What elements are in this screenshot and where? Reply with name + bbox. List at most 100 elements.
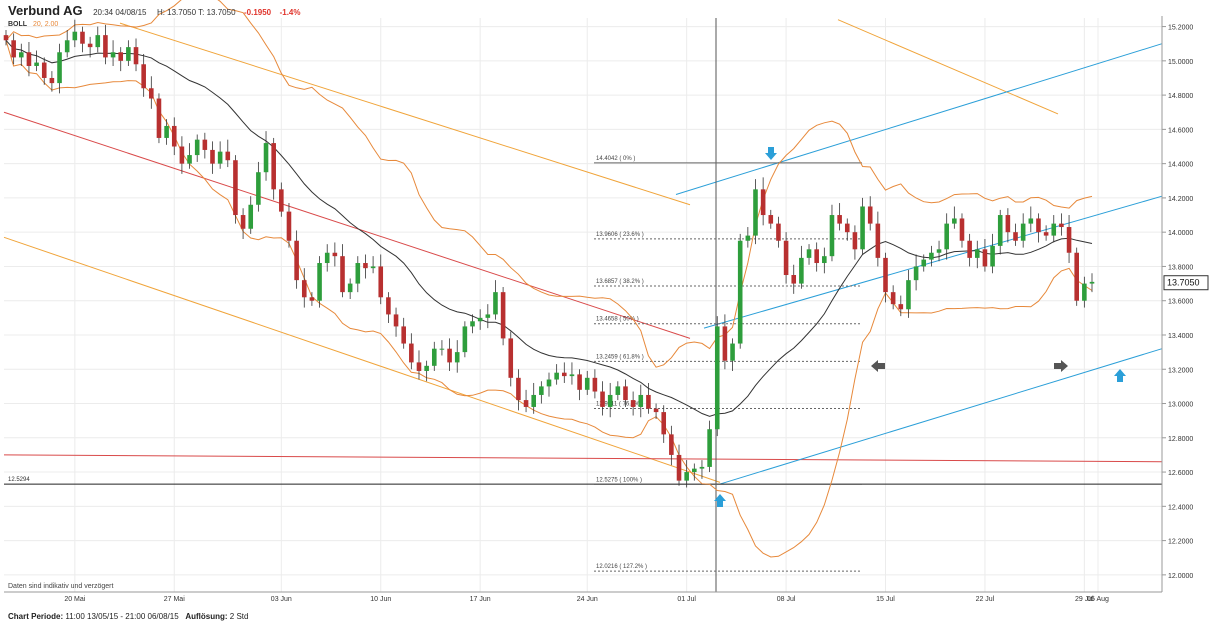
y-tick-label: 14.8000 bbox=[1168, 93, 1193, 100]
candle-body bbox=[19, 52, 24, 58]
y-tick-label: 12.4000 bbox=[1168, 504, 1193, 511]
y-tick-label: 15.2000 bbox=[1168, 25, 1193, 32]
candle-body bbox=[194, 139, 200, 156]
candle-body bbox=[890, 292, 896, 305]
candle-body bbox=[370, 266, 376, 269]
candle-body bbox=[982, 249, 988, 267]
candle-body bbox=[730, 343, 735, 361]
candle-body bbox=[225, 151, 231, 161]
candle-body bbox=[95, 35, 101, 48]
candle-body bbox=[768, 215, 774, 224]
candle-body bbox=[546, 379, 552, 387]
resolution-label: Auflösung: bbox=[185, 612, 228, 621]
fib-level-label: 13.4658 ( 50% ) bbox=[596, 317, 639, 323]
bollinger-upper-band bbox=[5, 0, 1093, 368]
candle-body bbox=[409, 343, 414, 363]
x-tick-label: 24 Jun bbox=[577, 596, 598, 603]
candle-body bbox=[34, 62, 39, 66]
candle-body bbox=[309, 297, 315, 301]
candle-body bbox=[240, 215, 246, 229]
bollinger-lower-band bbox=[5, 40, 1093, 558]
candle-body bbox=[11, 40, 16, 58]
candle-body bbox=[149, 88, 154, 99]
candle-body bbox=[860, 206, 865, 250]
candle-body bbox=[179, 146, 185, 164]
candle-body bbox=[202, 139, 208, 150]
change-value: -0.1950 bbox=[243, 8, 272, 17]
candle-body bbox=[41, 62, 47, 78]
candle-body bbox=[554, 372, 559, 380]
indicator-params: 20, 2.00 bbox=[33, 21, 59, 28]
chart-header: Verbund AG 20:34 04/08/15 H: 13.7050 T: … bbox=[8, 2, 300, 20]
candle-body bbox=[1074, 252, 1079, 301]
left-arrow-icon bbox=[871, 360, 885, 372]
y-tick-label: 13.6000 bbox=[1168, 299, 1193, 306]
candle-body bbox=[676, 454, 682, 481]
candle-body bbox=[340, 256, 345, 293]
candle-body bbox=[669, 434, 674, 455]
channel-lower-line bbox=[3, 236, 721, 483]
y-tick-label: 14.2000 bbox=[1168, 196, 1193, 203]
candle-body bbox=[959, 218, 965, 241]
fib-level-label: 13.9606 ( 23.6% ) bbox=[596, 232, 644, 238]
candle-body bbox=[875, 223, 881, 258]
channel-upper-line bbox=[119, 22, 691, 206]
last-price-box bbox=[1163, 275, 1209, 291]
candle-body bbox=[684, 472, 689, 481]
candle-body bbox=[562, 372, 567, 377]
candle-body bbox=[852, 232, 858, 250]
candle-body bbox=[1066, 227, 1072, 253]
candle-body bbox=[1036, 218, 1041, 233]
candle-body bbox=[210, 149, 215, 164]
candle-body bbox=[263, 143, 269, 173]
candle-body bbox=[454, 352, 460, 363]
x-tick-label: 15 Jul bbox=[876, 596, 895, 603]
candle-body bbox=[661, 412, 667, 435]
candle-body bbox=[156, 98, 162, 138]
x-tick-label: 27 Mai bbox=[164, 596, 185, 603]
candle-body bbox=[133, 47, 139, 65]
candle-body bbox=[584, 377, 590, 390]
candle-body bbox=[714, 326, 720, 430]
candle-body bbox=[347, 283, 353, 293]
candle-body bbox=[386, 297, 391, 315]
y-tick-label: 12.2000 bbox=[1168, 539, 1193, 546]
candle-body bbox=[217, 151, 223, 164]
candle-body bbox=[57, 52, 62, 84]
uptrend-line bbox=[675, 43, 1163, 195]
candle-body bbox=[929, 252, 934, 260]
chart-footer: Chart Periode: 11:00 13/05/15 - 21:00 06… bbox=[8, 612, 248, 621]
trend-line-red bbox=[3, 111, 691, 339]
candle-body bbox=[256, 172, 261, 205]
candle-body bbox=[523, 400, 529, 407]
instrument-name: Verbund AG bbox=[8, 3, 83, 18]
axes: 15.2000 15.0000 14.8000 14.6000 14.4000 14.20… bbox=[4, 16, 1209, 603]
candle-body bbox=[324, 252, 330, 264]
bollinger-middle-sma bbox=[5, 39, 1093, 417]
candle-body bbox=[829, 215, 835, 257]
candle-body bbox=[577, 374, 582, 390]
disclaimer-note: Daten sind indikativ und verzögert bbox=[8, 583, 114, 590]
candle-body bbox=[3, 35, 9, 41]
high-low: H: 13.7050 T: 13.7050 bbox=[156, 8, 236, 17]
candle-body bbox=[80, 31, 85, 44]
x-tick-label: 20 Mai bbox=[64, 596, 85, 603]
y-tick-label: 12.0000 bbox=[1168, 573, 1193, 580]
candle-body bbox=[355, 263, 361, 284]
candle-body bbox=[470, 321, 475, 327]
candle-body bbox=[118, 52, 124, 61]
candle-body bbox=[363, 263, 368, 269]
candle-body bbox=[301, 280, 307, 298]
markers bbox=[714, 147, 1126, 507]
candle-body bbox=[1082, 283, 1087, 301]
indicator-name: BOLL bbox=[8, 21, 28, 28]
candle-body bbox=[722, 326, 728, 361]
candle-body bbox=[921, 259, 927, 267]
candle-body bbox=[936, 249, 942, 253]
candle-body bbox=[516, 377, 521, 401]
candle-body bbox=[110, 52, 116, 58]
grid bbox=[4, 18, 1162, 592]
candle-body bbox=[271, 143, 276, 190]
candle-body bbox=[500, 292, 506, 339]
candle-body bbox=[393, 314, 399, 327]
